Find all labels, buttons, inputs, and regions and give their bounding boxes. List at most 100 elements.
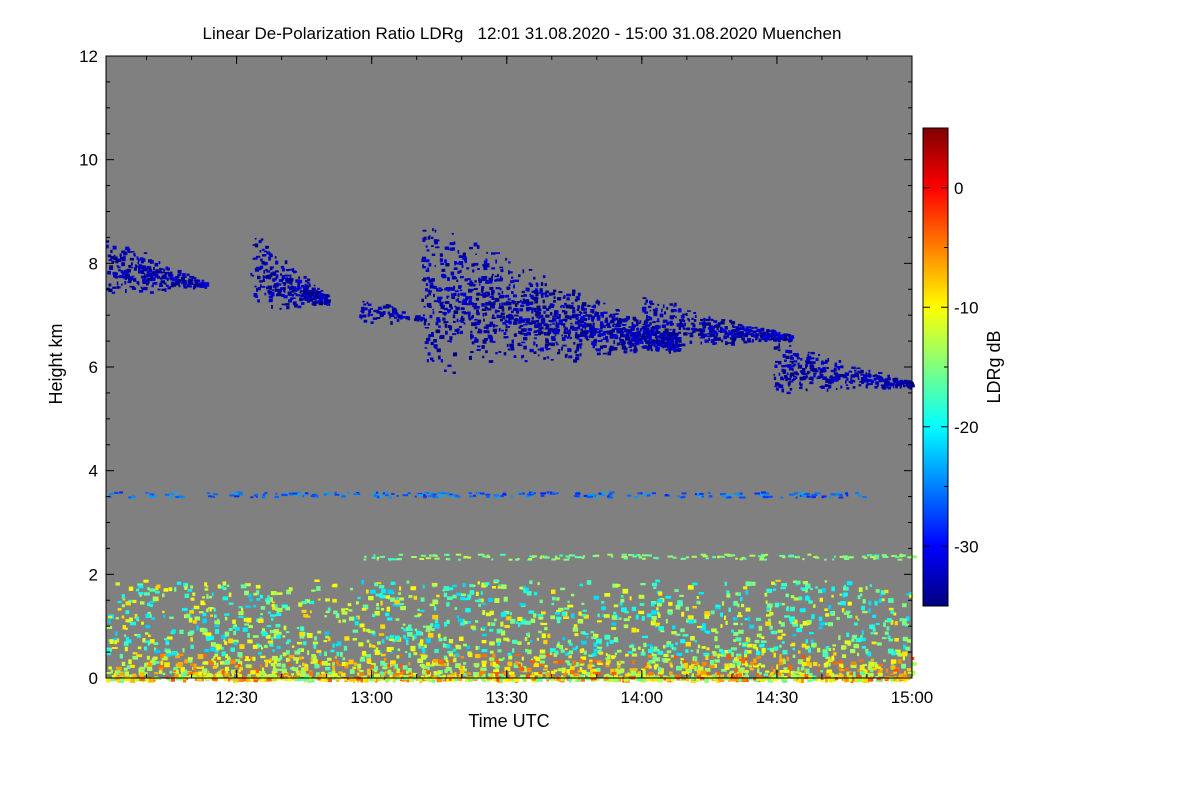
heat-cell — [124, 281, 127, 285]
heat-cell — [274, 495, 279, 498]
heat-cell — [539, 323, 543, 327]
heat-cell — [482, 554, 485, 556]
heat-cell — [571, 593, 575, 597]
heat-cell — [761, 332, 766, 336]
heat-cell — [911, 670, 916, 675]
heat-cell — [214, 656, 218, 661]
heat-cell — [819, 371, 822, 375]
heat-cell — [656, 336, 658, 340]
heat-cell — [371, 662, 376, 667]
heat-cell — [432, 228, 434, 232]
heat-cell — [906, 616, 910, 621]
heat-cell — [715, 677, 720, 683]
heat-cell — [714, 342, 717, 345]
heat-cell — [433, 285, 437, 290]
heat-cell — [846, 494, 849, 497]
heat-cell — [789, 616, 795, 622]
heat-cell — [636, 338, 640, 343]
heat-cell — [140, 257, 144, 261]
heat-cell — [642, 310, 647, 313]
heat-cell — [680, 343, 686, 347]
heat-cell — [164, 638, 168, 641]
heat-cell — [765, 553, 769, 556]
heat-cell — [423, 314, 425, 317]
heat-cell — [473, 288, 478, 290]
heat-cell — [224, 631, 230, 637]
heat-cell — [595, 330, 598, 334]
heat-cell — [423, 277, 427, 282]
heat-cell — [491, 275, 493, 279]
heat-cell — [476, 306, 480, 309]
heat-cell — [537, 325, 540, 328]
heat-cell — [512, 648, 515, 653]
heat-cell — [571, 293, 575, 297]
heat-cell — [741, 337, 746, 341]
heat-cell — [320, 290, 324, 292]
heat-cell — [868, 383, 873, 386]
heat-cell — [246, 617, 252, 623]
heat-cell — [781, 633, 786, 636]
heat-cell — [602, 332, 606, 336]
heat-cell — [488, 277, 491, 281]
heat-cell — [623, 334, 627, 338]
heat-cell — [750, 329, 754, 332]
heat-cell — [708, 325, 714, 328]
heat-cell — [258, 240, 262, 244]
heat-cell — [665, 331, 670, 334]
heat-cell — [489, 610, 494, 616]
heat-cell — [121, 604, 125, 608]
heat-cell — [656, 611, 660, 615]
heat-cell — [615, 317, 619, 321]
heat-cell — [805, 595, 809, 601]
heat-cell — [145, 624, 151, 629]
heat-cell — [513, 284, 515, 289]
heat-cell — [822, 587, 826, 593]
heat-cell — [642, 677, 646, 683]
heat-cell — [244, 623, 250, 626]
heat-cell — [259, 664, 262, 668]
heat-cell — [315, 289, 318, 292]
heat-cell — [646, 493, 651, 495]
heat-cell — [663, 330, 667, 335]
heat-cell — [144, 677, 148, 682]
heat-cell — [179, 273, 181, 276]
heat-cell — [790, 357, 795, 360]
heat-cell — [422, 229, 427, 232]
heat-cell — [517, 342, 521, 346]
heat-cell — [283, 493, 289, 495]
heat-cell — [431, 253, 436, 256]
heat-cell — [266, 659, 270, 663]
heat-cell — [646, 494, 651, 497]
heat-cell — [256, 289, 260, 291]
heat-cell — [586, 330, 590, 333]
heat-cell — [484, 312, 488, 316]
heat-cell — [188, 279, 191, 284]
heat-cell — [414, 495, 417, 498]
heat-cell — [747, 338, 751, 342]
heat-cell — [582, 330, 587, 332]
heat-cell — [268, 295, 273, 299]
heat-cell — [217, 584, 221, 589]
heat-cell — [369, 308, 374, 310]
heat-cell — [901, 663, 907, 669]
heat-cell — [115, 617, 119, 620]
heat-cell — [362, 628, 366, 632]
heat-cell — [817, 669, 822, 673]
heat-cell — [870, 678, 874, 682]
heat-cell — [391, 662, 395, 667]
heat-cell — [198, 279, 201, 282]
heat-cell — [275, 284, 279, 288]
heat-cell — [558, 319, 563, 323]
heat-cell — [508, 313, 512, 318]
heat-cell — [888, 638, 894, 642]
heat-cell — [508, 318, 511, 322]
heat-cell — [809, 360, 812, 364]
heat-cell — [644, 302, 647, 306]
heat-cell — [715, 604, 721, 610]
heat-cell — [426, 249, 430, 252]
heat-cell — [428, 263, 432, 267]
heat-cell — [488, 336, 494, 339]
heat-cell — [758, 338, 762, 342]
heat-cell — [881, 380, 885, 383]
heat-cell — [291, 293, 294, 297]
